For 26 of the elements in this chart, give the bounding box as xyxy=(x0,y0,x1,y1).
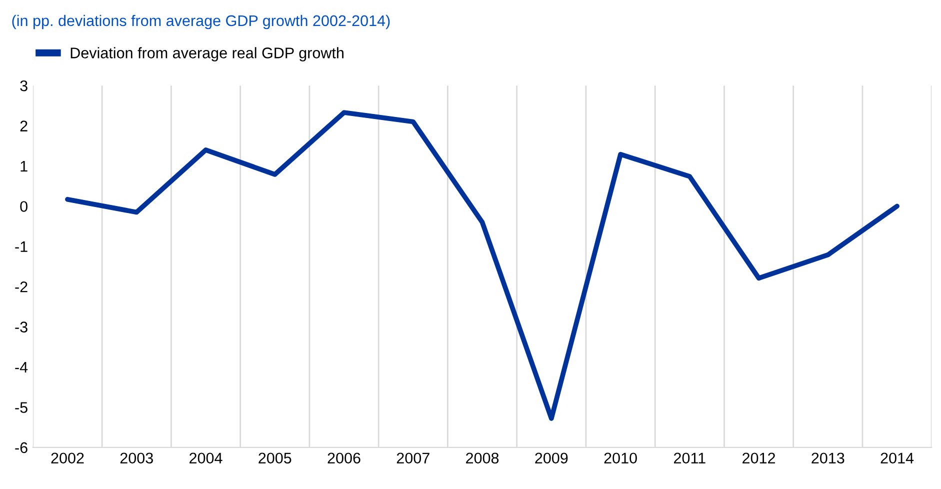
x-tick-label: 2014 xyxy=(880,452,914,464)
x-tick-label: 2010 xyxy=(604,452,637,464)
y-tick-label: -1 xyxy=(15,241,28,252)
y-tick-label: 3 xyxy=(20,80,28,92)
y-tick-label: 0 xyxy=(20,201,28,212)
x-tick-label: 2007 xyxy=(396,452,430,464)
y-tick-label: 2 xyxy=(20,120,28,132)
y-tick-label: -6 xyxy=(15,442,28,454)
x-tick-label: 2006 xyxy=(328,452,360,464)
y-tick-label: -3 xyxy=(15,322,28,332)
x-tick-label: 2002 xyxy=(51,452,84,464)
y-tick-label: -2 xyxy=(15,281,28,292)
y-tick-label: -5 xyxy=(15,402,28,413)
x-tick-label: 2012 xyxy=(742,452,775,464)
x-tick-label: 2009 xyxy=(535,452,568,464)
line-series xyxy=(65,110,900,421)
x-tick-label: 2004 xyxy=(190,452,222,464)
chart-subtitle: (in pp. deviations from average GDP growth 2002-2014) xyxy=(12,14,390,30)
legend-label: Deviation from average real GDP growth xyxy=(70,47,344,62)
x-tick-label: 2011 xyxy=(674,452,706,464)
x-tick-label: 2005 xyxy=(258,452,292,464)
y-tick-label: 1 xyxy=(20,161,28,172)
x-tick-label: 2003 xyxy=(120,452,153,464)
x-tick-label: 2013 xyxy=(812,452,844,464)
x-tick-label: 2008 xyxy=(466,452,499,464)
y-tick-label: -4 xyxy=(15,362,28,373)
